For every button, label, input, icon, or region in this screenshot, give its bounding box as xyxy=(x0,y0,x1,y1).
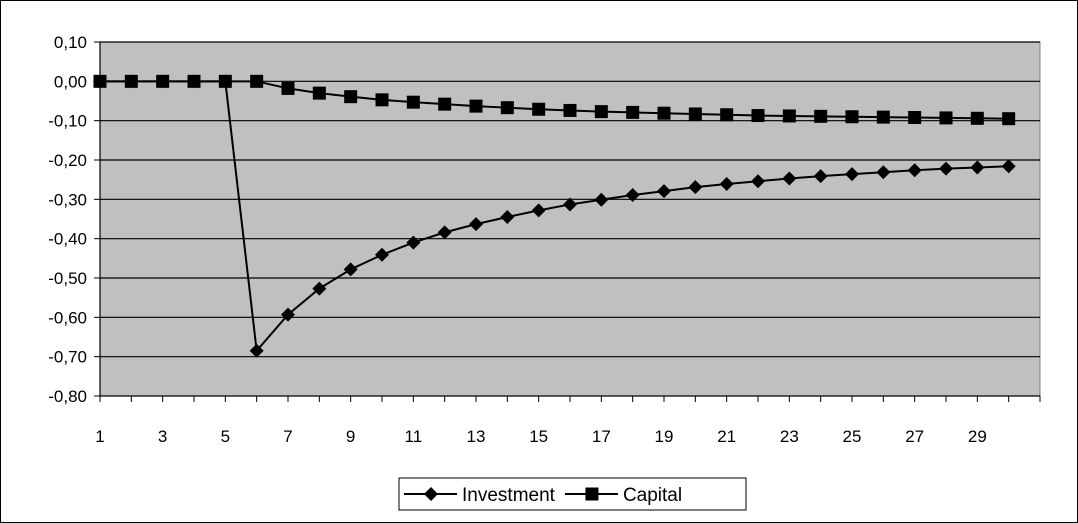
y-tick-label: -0,80 xyxy=(48,387,87,406)
data-point-capital xyxy=(814,109,828,123)
legend-marker-investment xyxy=(424,487,438,501)
data-point-investment xyxy=(657,184,671,199)
x-tick-label: 19 xyxy=(655,427,674,446)
data-point-capital xyxy=(657,106,671,120)
data-point-capital xyxy=(939,111,953,125)
y-tick-label: -0,70 xyxy=(48,348,87,367)
data-point-capital xyxy=(908,111,922,125)
data-point-capital xyxy=(281,81,295,95)
data-point-capital xyxy=(876,110,890,124)
x-tick-label: 11 xyxy=(405,427,423,446)
data-point-investment xyxy=(500,210,515,225)
data-point-investment xyxy=(343,262,358,277)
x-tick-label: 1 xyxy=(95,427,104,446)
data-point-capital xyxy=(563,103,577,117)
x-tick-label: 29 xyxy=(968,427,987,446)
y-tick-label: -0,30 xyxy=(48,190,87,209)
x-tick-label: 9 xyxy=(346,427,355,446)
y-tick-label: -0,40 xyxy=(48,230,87,249)
x-tick-label: 17 xyxy=(592,427,611,446)
data-point-investment xyxy=(187,74,201,89)
data-point-capital xyxy=(782,109,796,123)
data-point-capital xyxy=(1002,112,1016,126)
x-tick-label: 21 xyxy=(717,427,736,446)
x-tick-label: 15 xyxy=(529,427,548,446)
data-point-investment xyxy=(625,188,640,203)
x-tick-label: 5 xyxy=(221,427,230,446)
y-tick-label: 0,00 xyxy=(54,72,87,91)
x-tick-label: 25 xyxy=(843,427,862,446)
y-tick-label: -0,10 xyxy=(48,112,87,131)
y-tick-label: -0,60 xyxy=(48,308,87,327)
data-point-investment xyxy=(939,161,953,176)
data-point-capital xyxy=(250,74,264,88)
data-point-investment xyxy=(312,281,327,296)
data-point-investment xyxy=(124,74,139,89)
data-point-investment xyxy=(563,197,577,212)
series-capital xyxy=(93,74,1016,126)
data-point-capital xyxy=(375,93,389,107)
data-point-investment xyxy=(782,171,797,186)
data-point-capital xyxy=(594,105,608,119)
data-point-investment xyxy=(437,225,452,240)
data-point-investment xyxy=(375,247,389,262)
data-point-investment xyxy=(907,163,922,178)
x-tick-label: 13 xyxy=(467,427,486,446)
data-point-investment xyxy=(155,74,170,89)
data-point-investment xyxy=(218,74,233,89)
data-point-capital xyxy=(688,107,702,121)
y-tick-label: -0,50 xyxy=(48,269,87,288)
legend-marker-capital xyxy=(585,487,599,501)
data-point-capital xyxy=(751,109,765,123)
data-point-investment xyxy=(1001,159,1016,174)
plot-area xyxy=(99,41,1041,397)
x-axis-ticks: 1 3 5 7 9 11 13 15 17 19 21 23 25 27 29 xyxy=(95,396,1041,446)
data-point-investment xyxy=(719,176,734,191)
data-point-investment xyxy=(406,235,421,250)
data-point-capital xyxy=(970,111,984,125)
legend-label-capital: Capital xyxy=(623,485,682,506)
data-point-capital xyxy=(845,110,859,124)
data-point-investment xyxy=(93,74,107,89)
x-tick-label: 27 xyxy=(905,427,924,446)
y-tick-label: -0,20 xyxy=(48,151,87,170)
data-point-investment xyxy=(531,203,546,218)
data-point-investment xyxy=(469,217,483,232)
series-layer xyxy=(93,74,1016,358)
data-point-capital xyxy=(469,99,483,113)
y-tick-label: 0,10 xyxy=(54,33,87,52)
data-point-investment xyxy=(594,192,609,207)
data-point-investment xyxy=(249,343,264,358)
legend-label-investment: Investment xyxy=(462,485,556,506)
data-point-capital xyxy=(626,105,640,119)
data-point-investment xyxy=(688,180,703,195)
x-tick-label: 3 xyxy=(158,427,167,446)
data-point-capital xyxy=(312,86,326,100)
data-point-capital xyxy=(438,97,452,111)
data-point-capital xyxy=(344,90,358,104)
data-point-capital xyxy=(720,108,734,122)
data-point-investment xyxy=(751,174,765,189)
data-point-investment xyxy=(845,167,859,182)
data-point-capital xyxy=(532,102,546,116)
x-tick-label: 23 xyxy=(780,427,799,446)
data-point-investment xyxy=(876,165,891,180)
data-point-capital xyxy=(406,95,420,109)
data-point-investment xyxy=(970,160,985,175)
series-investment xyxy=(93,74,1016,358)
data-point-capital xyxy=(500,101,514,115)
data-point-investment xyxy=(813,169,828,184)
data-point-investment xyxy=(281,307,295,322)
x-tick-label: 7 xyxy=(283,427,292,446)
legend: Investment Capital xyxy=(398,477,747,511)
y-axis-ticks: 0,10 0,00 -0,10 -0,20 -0,30 -0,40 -0,50 -0,60 -0… xyxy=(48,33,100,406)
